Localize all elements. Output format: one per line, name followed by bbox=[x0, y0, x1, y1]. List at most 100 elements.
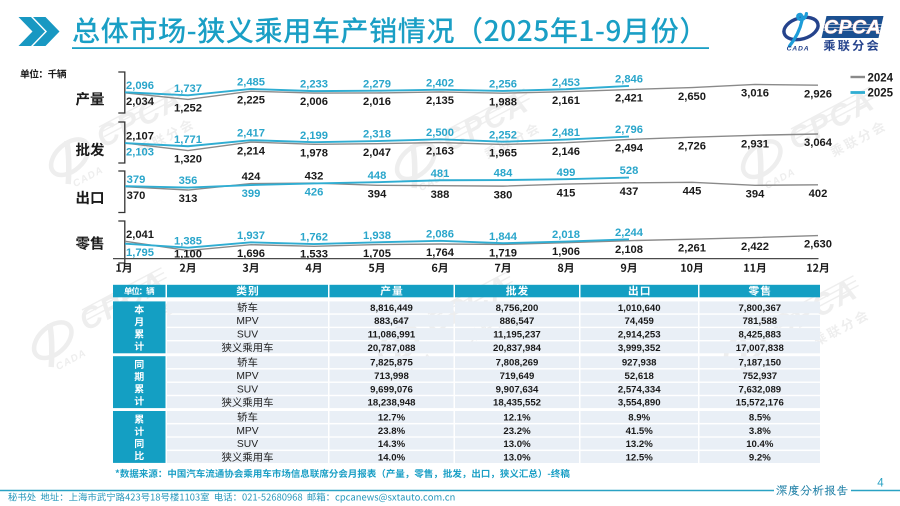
svg-text:528: 528 bbox=[620, 165, 639, 177]
svg-text:1,965: 1,965 bbox=[489, 148, 517, 160]
svg-text:484: 484 bbox=[494, 168, 513, 180]
svg-text:2,630: 2,630 bbox=[804, 239, 832, 251]
svg-text:313: 313 bbox=[179, 193, 198, 205]
svg-text:927,938: 927,938 bbox=[622, 358, 657, 369]
svg-text:13.2%: 13.2% bbox=[626, 439, 654, 450]
svg-text:3,999,352: 3,999,352 bbox=[618, 343, 661, 354]
svg-text:2,103: 2,103 bbox=[126, 146, 154, 158]
svg-text:1,762: 1,762 bbox=[300, 232, 328, 244]
svg-text:886,547: 886,547 bbox=[500, 316, 535, 327]
svg-text:2,041: 2,041 bbox=[126, 229, 154, 241]
svg-text:15,572,176: 15,572,176 bbox=[736, 398, 784, 409]
svg-text:1,988: 1,988 bbox=[489, 96, 517, 108]
svg-text:2,453: 2,453 bbox=[552, 77, 580, 89]
svg-text:2,914,253: 2,914,253 bbox=[618, 330, 661, 341]
svg-text:2,422: 2,422 bbox=[741, 241, 769, 253]
svg-text:2,318: 2,318 bbox=[363, 129, 391, 141]
svg-text:2,096: 2,096 bbox=[126, 80, 154, 92]
svg-text:2,402: 2,402 bbox=[426, 77, 454, 89]
svg-text:445: 445 bbox=[683, 186, 702, 198]
svg-text:17,007,838: 17,007,838 bbox=[736, 343, 785, 354]
svg-text:1,795: 1,795 bbox=[126, 247, 154, 259]
svg-text:2,225: 2,225 bbox=[237, 94, 265, 106]
svg-text:1,719: 1,719 bbox=[489, 248, 517, 260]
svg-text:752,937: 752,937 bbox=[742, 371, 777, 382]
svg-text:13.0%: 13.0% bbox=[503, 452, 531, 463]
svg-text:2024: 2024 bbox=[868, 72, 894, 84]
svg-text:8,756,200: 8,756,200 bbox=[496, 303, 539, 314]
svg-text:7,632,089: 7,632,089 bbox=[738, 384, 781, 395]
svg-text:20,837,984: 20,837,984 bbox=[493, 343, 542, 354]
svg-text:2,574,334: 2,574,334 bbox=[618, 384, 661, 395]
svg-text:2,233: 2,233 bbox=[300, 79, 328, 91]
svg-text:2,016: 2,016 bbox=[363, 96, 391, 108]
svg-text:7,187,150: 7,187,150 bbox=[738, 358, 781, 369]
svg-text:2,417: 2,417 bbox=[237, 128, 265, 140]
svg-text:13.0%: 13.0% bbox=[503, 439, 531, 450]
svg-text:2,481: 2,481 bbox=[552, 127, 580, 139]
svg-text:14.3%: 14.3% bbox=[378, 439, 406, 450]
svg-text:52,618: 52,618 bbox=[625, 371, 655, 382]
svg-text:370: 370 bbox=[127, 190, 146, 202]
svg-text:399: 399 bbox=[242, 188, 261, 200]
svg-text:388: 388 bbox=[431, 189, 450, 201]
svg-text:2025: 2025 bbox=[868, 88, 894, 100]
svg-text:9,699,076: 9,699,076 bbox=[370, 384, 413, 395]
svg-text:437: 437 bbox=[620, 186, 639, 198]
svg-text:356: 356 bbox=[179, 175, 198, 187]
svg-text:SUV: SUV bbox=[237, 330, 258, 341]
svg-text:2,485: 2,485 bbox=[237, 77, 265, 89]
svg-text:1,252: 1,252 bbox=[174, 103, 202, 115]
svg-text:424: 424 bbox=[242, 171, 261, 183]
svg-text:379: 379 bbox=[127, 174, 146, 186]
svg-text:2,261: 2,261 bbox=[678, 242, 706, 254]
svg-text:1,705: 1,705 bbox=[363, 248, 391, 260]
svg-text:7,800,367: 7,800,367 bbox=[738, 303, 781, 314]
svg-text:23.8%: 23.8% bbox=[378, 426, 406, 437]
svg-text:3,064: 3,064 bbox=[804, 137, 833, 149]
svg-text:11,086,991: 11,086,991 bbox=[368, 330, 416, 341]
svg-text:2,256: 2,256 bbox=[489, 79, 517, 91]
svg-text:2,161: 2,161 bbox=[552, 95, 580, 107]
svg-text:2,214: 2,214 bbox=[237, 145, 266, 157]
svg-text:2,047: 2,047 bbox=[363, 147, 391, 159]
svg-text:2,726: 2,726 bbox=[678, 140, 706, 152]
svg-text:11,195,237: 11,195,237 bbox=[493, 330, 541, 341]
svg-text:448: 448 bbox=[368, 170, 387, 182]
svg-text:3,016: 3,016 bbox=[741, 88, 769, 100]
svg-text:10.4%: 10.4% bbox=[746, 439, 774, 450]
svg-text:2,796: 2,796 bbox=[615, 124, 643, 136]
svg-text:7,825,875: 7,825,875 bbox=[370, 358, 413, 369]
svg-text:12.5%: 12.5% bbox=[626, 452, 654, 463]
svg-text:2,244: 2,244 bbox=[615, 227, 644, 239]
svg-text:481: 481 bbox=[431, 168, 450, 180]
svg-text:2,279: 2,279 bbox=[363, 78, 391, 90]
svg-text:MPV: MPV bbox=[236, 316, 258, 327]
svg-text:2,500: 2,500 bbox=[426, 127, 454, 139]
svg-text:2,421: 2,421 bbox=[615, 93, 643, 105]
svg-text:14.0%: 14.0% bbox=[378, 452, 406, 463]
svg-text:4: 4 bbox=[877, 478, 884, 490]
svg-text:394: 394 bbox=[746, 189, 765, 201]
svg-text:2,086: 2,086 bbox=[426, 229, 454, 241]
svg-text:23.2%: 23.2% bbox=[503, 426, 531, 437]
svg-text:2,006: 2,006 bbox=[300, 96, 328, 108]
svg-text:2,108: 2,108 bbox=[615, 244, 643, 256]
svg-text:MPV: MPV bbox=[236, 426, 258, 437]
svg-text:2,034: 2,034 bbox=[126, 96, 155, 108]
svg-text:18,435,552: 18,435,552 bbox=[493, 398, 541, 409]
svg-text:883,647: 883,647 bbox=[374, 316, 409, 327]
svg-text:2,146: 2,146 bbox=[552, 146, 580, 158]
svg-text:7,808,269: 7,808,269 bbox=[496, 358, 539, 369]
svg-text:499: 499 bbox=[557, 167, 576, 179]
svg-text:20,787,088: 20,787,088 bbox=[367, 343, 416, 354]
svg-text:1,100: 1,100 bbox=[174, 249, 202, 261]
svg-text:12.1%: 12.1% bbox=[503, 412, 531, 423]
svg-text:781,588: 781,588 bbox=[742, 316, 777, 327]
svg-text:18,238,948: 18,238,948 bbox=[367, 398, 416, 409]
svg-text:1,533: 1,533 bbox=[300, 249, 328, 261]
svg-text:402: 402 bbox=[809, 188, 828, 200]
svg-text:1,937: 1,937 bbox=[237, 230, 265, 242]
svg-text:1,978: 1,978 bbox=[300, 148, 328, 160]
svg-text:1,385: 1,385 bbox=[174, 235, 202, 247]
